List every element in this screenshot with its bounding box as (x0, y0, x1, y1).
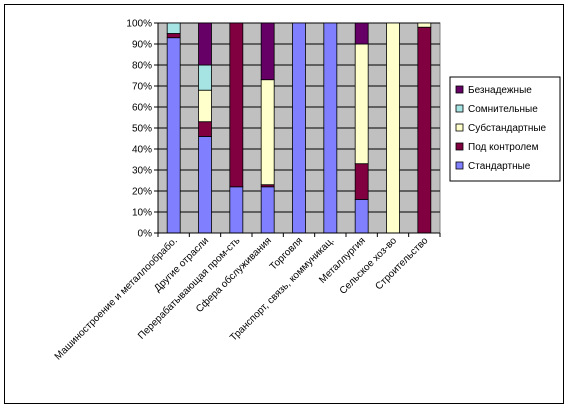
y-tick-label: 20% (132, 187, 152, 198)
legend-entry: Сомнительные (468, 104, 538, 115)
legend-entry: Безнадежные (468, 85, 532, 96)
legend: Безнадежные Сомнительные Субстандартные Под… (449, 76, 561, 182)
y-tick-label: 90% (132, 40, 152, 51)
bar-segment-4 (198, 64, 212, 91)
y-tick-label: 40% (132, 145, 152, 156)
y-tick-label: 80% (132, 61, 152, 72)
y-tick-label: 10% (132, 208, 152, 219)
bar-segment-1 (166, 37, 181, 234)
legend-entry: Стандартные (468, 161, 531, 172)
bar-segment-1 (323, 22, 338, 234)
legend-swatch (455, 104, 464, 113)
y-tick-label: 0% (138, 229, 153, 240)
bar-segment-3 (417, 22, 432, 28)
category-label: Другие отрасли (152, 235, 211, 294)
bar-segment-1 (260, 186, 275, 234)
bar-segment-1 (354, 198, 369, 234)
bar-segment-3 (386, 22, 400, 234)
bar-segment-2 (417, 26, 432, 234)
bar-segment-1 (198, 135, 212, 234)
legend-entry: Под контролем (468, 142, 539, 153)
legend-swatch (455, 123, 464, 132)
y-tick-label: 50% (132, 124, 152, 135)
bar-segment-3 (198, 89, 212, 123)
bars (166, 22, 432, 234)
legend-box (449, 76, 561, 182)
bar-segment-3 (354, 43, 369, 165)
bar-segment-1 (229, 186, 244, 234)
bar-segment-1 (292, 22, 306, 234)
y-tick-label: 60% (132, 103, 152, 114)
bar-segment-5 (354, 22, 369, 45)
bar-segment-3 (260, 79, 275, 186)
bar-segment-5 (260, 22, 275, 81)
bar-segment-2 (198, 121, 212, 137)
y-tick-label: 70% (132, 82, 152, 93)
category-label: Сельское хоз-во (338, 235, 400, 297)
y-tick-label: 100% (126, 19, 152, 30)
category-label: Машиностроение и металлообрабо. (52, 235, 180, 363)
bar-segment-2 (166, 33, 181, 39)
x-axis: Машиностроение и металлообрабо.Другие от… (52, 233, 441, 363)
bar-segment-2 (354, 163, 369, 200)
y-axis: 0% 10% 20% 30% 40% 50% 60% 70% 80% 90% 100% (126, 19, 440, 240)
legend-entry: Субстандартные (468, 122, 547, 134)
legend-swatch (455, 142, 464, 151)
y-tick-label: 30% (132, 166, 152, 177)
bar-segment-5 (198, 22, 212, 66)
bar-segment-4 (166, 22, 181, 34)
bar-segment-2 (229, 22, 244, 188)
legend-swatch (455, 161, 464, 170)
legend-swatch (455, 85, 464, 94)
